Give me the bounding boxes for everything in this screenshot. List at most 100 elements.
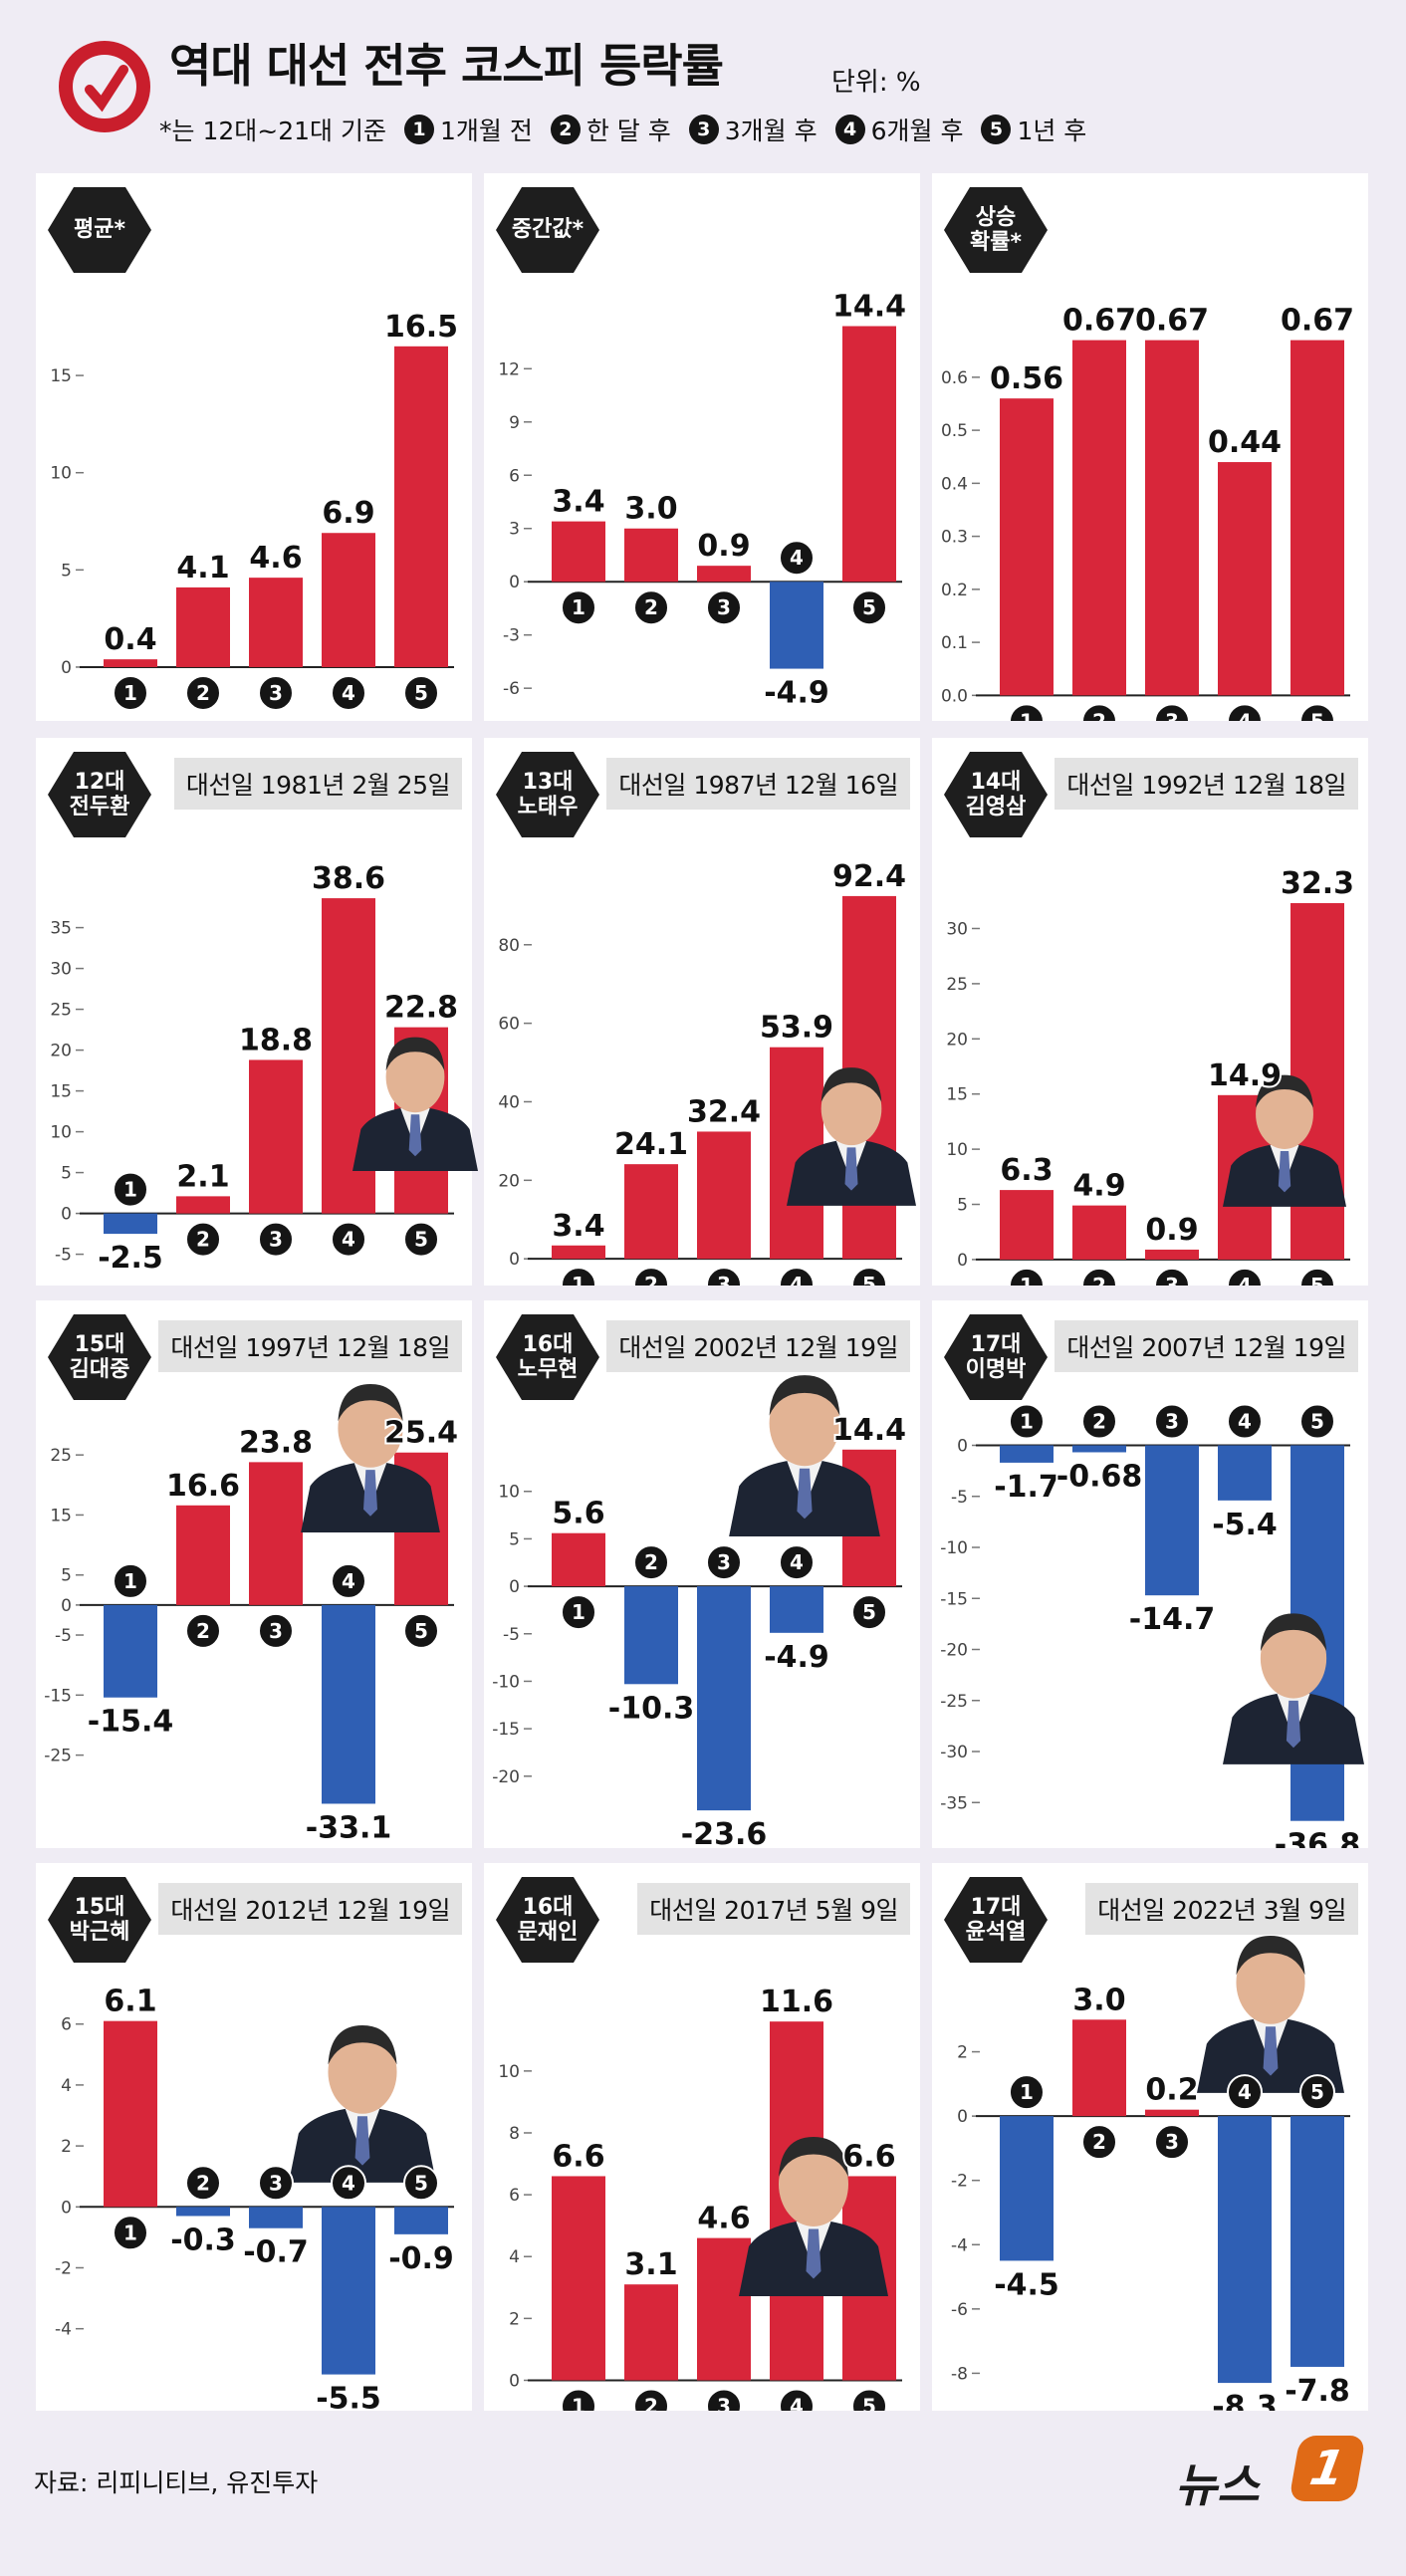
category-label: 1 <box>123 1178 137 1202</box>
y-tick-label: 40 <box>498 1092 520 1112</box>
bar <box>1072 1445 1126 1453</box>
y-tick-label: -4 <box>951 2235 968 2255</box>
bar <box>176 586 230 667</box>
category-label: 4 <box>1238 1410 1252 1434</box>
value-label: 0.56 <box>990 361 1063 396</box>
ballot-logo-icon <box>59 41 150 132</box>
category-label: 3 <box>1165 709 1179 721</box>
bar-labels: 6.1 1 -0.3 2 -0.7 3 -5.5 4 -0.9 5 <box>102 1983 455 2411</box>
election-date: 대선일 2012년 12월 19일 <box>158 1883 462 1935</box>
category-circle-icon <box>1081 1267 1117 1286</box>
bar <box>1000 1445 1054 1463</box>
value-label: 24.1 <box>614 1127 688 1162</box>
y-tick-label: -25 <box>940 1692 968 1712</box>
category-label: 4 <box>1238 709 1252 721</box>
category-label: 3 <box>269 2171 283 2195</box>
category-label: 4 <box>790 2394 804 2411</box>
brand-text: 뉴스 <box>1175 2459 1260 2512</box>
category-circle-icon <box>706 1267 742 1286</box>
bar <box>394 2207 448 2234</box>
bar <box>1145 1249 1199 1260</box>
category-label: 2 <box>196 681 210 705</box>
legend-num-icon: 1 <box>403 115 434 144</box>
category-label: 2 <box>1092 709 1106 721</box>
bar <box>1145 1445 1199 1596</box>
value-label: 3.4 <box>552 485 604 520</box>
bar <box>1290 2116 1344 2367</box>
value-label: 32.4 <box>687 1094 761 1129</box>
y-tick-label: 0 <box>957 1437 968 1457</box>
bar <box>104 1213 157 1235</box>
category-label: 3 <box>269 1619 283 1643</box>
bar <box>1290 340 1344 696</box>
chart-panel: -6 -3 0 3 6 9 12 3.4 1 3.0 2 0.9 3 -4.9 4 14.4 5 중간값* <box>484 173 920 721</box>
y-tick-label: 30 <box>946 919 968 939</box>
news1-logo: 뉴스 1 <box>1175 2430 1374 2519</box>
category-circle-icon <box>1227 1267 1263 1286</box>
y-tick-label: -30 <box>940 1743 968 1762</box>
y-tick-label: 60 <box>498 1015 520 1035</box>
y-tick-label: 25 <box>50 1001 72 1021</box>
bar <box>552 2176 605 2381</box>
bar <box>176 1196 230 1214</box>
category-label: 2 <box>196 1228 210 1252</box>
value-label: 6.1 <box>104 1985 156 2019</box>
category-circle-icon <box>633 1544 669 1581</box>
value-label: 4.1 <box>176 551 229 585</box>
value-label: -0.7 <box>243 2235 309 2270</box>
value-label: -0.9 <box>388 2241 454 2276</box>
value-label: 16.6 <box>166 1469 240 1504</box>
category-circle-icon <box>331 1221 366 1258</box>
y-tick-label: 10 <box>50 464 72 484</box>
y-tick-label: -10 <box>940 1538 968 1558</box>
y-tick-label: 5 <box>61 1164 72 1184</box>
value-label: 16.5 <box>384 310 458 345</box>
category-circle-icon <box>185 674 221 711</box>
y-tick-label: 0 <box>957 1251 968 1271</box>
category-label: 5 <box>862 1600 876 1624</box>
category-circle-icon <box>1299 1267 1335 1286</box>
y-tick-label: 0.4 <box>941 474 968 494</box>
value-label: -1.7 <box>994 1470 1059 1505</box>
y-tick-label: -4 <box>55 2320 72 2340</box>
category-circle-icon <box>185 1612 221 1649</box>
legend-label: 6개월 후 <box>870 117 964 145</box>
category-circle-icon <box>331 2165 366 2202</box>
bar <box>770 1586 823 1633</box>
category-label: 4 <box>342 1569 355 1593</box>
category-circle-icon <box>1154 1403 1190 1440</box>
y-tick-label: 0.0 <box>941 686 968 706</box>
y-tick-label: -25 <box>44 1747 72 1766</box>
legend-num-icon: 5 <box>981 115 1012 144</box>
bar-chart: -4 -2 0 2 4 6 <box>55 2015 454 2375</box>
bar <box>322 2207 375 2375</box>
bar-labels: 0.56 1 0.67 2 0.67 3 0.44 4 0.67 5 <box>988 302 1356 721</box>
chart-panel: 0 2 4 6 8 10 6.6 1 3.1 2 4.6 3 11.6 4 6.6 5 16대 문재인 대선일 2… <box>484 1863 920 2411</box>
category-label: 2 <box>644 2394 658 2411</box>
value-label: 0.2 <box>1145 2073 1198 2108</box>
y-tick-label: 0 <box>509 1577 520 1597</box>
y-tick-label: 12 <box>498 359 520 379</box>
election-date: 대선일 2002년 12월 19일 <box>606 1320 910 1372</box>
legend-label: 한 달 후 <box>586 117 671 145</box>
category-label: 3 <box>717 1273 731 1286</box>
value-label: 4.6 <box>249 541 302 576</box>
bar <box>624 1586 678 1685</box>
value-label: -0.68 <box>1056 1459 1142 1494</box>
y-tick-label: -15 <box>940 1589 968 1609</box>
category-circle-icon <box>403 2165 439 2202</box>
category-circle-icon <box>779 540 815 577</box>
chart-panel: 0 -5 -10 -15 -20 -25 -30 -35 -1.7 1 -0.68 2 -14.7 3 -5… <box>932 1300 1368 1848</box>
y-tick-label: 10 <box>50 1123 72 1143</box>
bar <box>1145 2109 1199 2117</box>
category-label: 1 <box>572 1273 586 1286</box>
panel-title-hexagon: 16대 문재인 <box>496 1877 599 1963</box>
value-label: 3.0 <box>1072 1983 1125 2017</box>
y-tick-label: 25 <box>50 1446 72 1466</box>
value-label: 0.4 <box>104 622 156 657</box>
category-circle-icon <box>258 2165 294 2202</box>
category-label: 2 <box>196 1619 210 1643</box>
category-circle-icon <box>706 1544 742 1581</box>
chart-panel: 0.0 0.1 0.2 0.3 0.4 0.5 0.6 0.56 1 0.67 2 0.67 3 0.44… <box>932 173 1368 721</box>
